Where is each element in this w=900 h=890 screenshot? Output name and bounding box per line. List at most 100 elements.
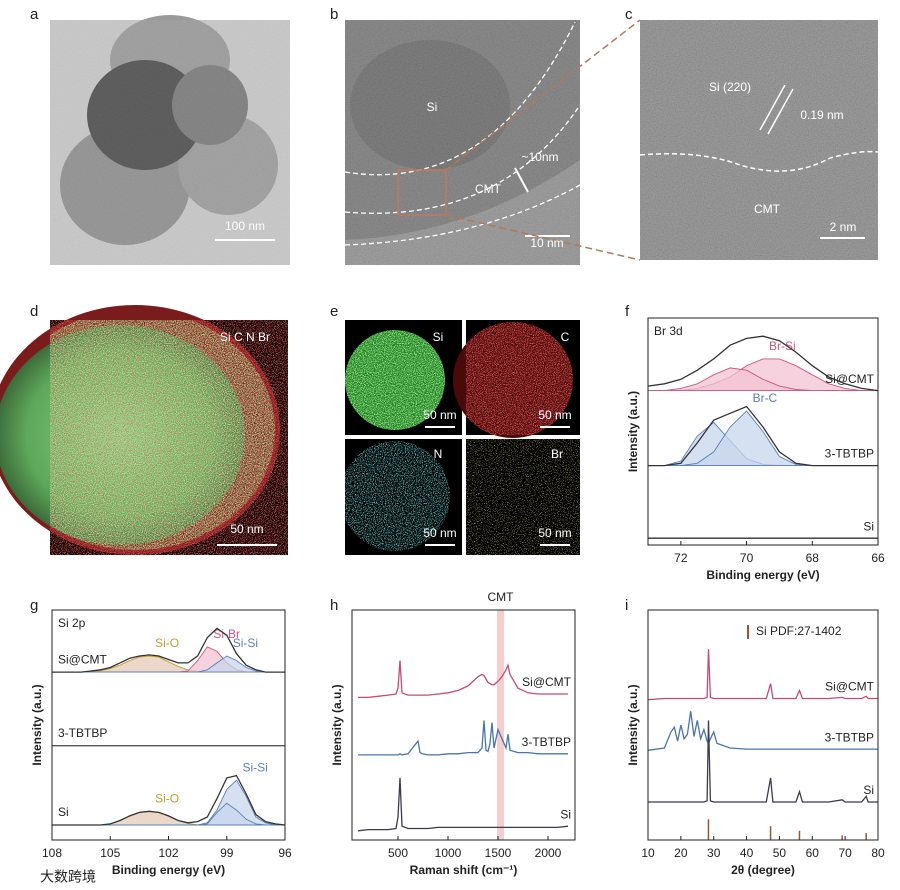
eds-map-d: [0, 305, 288, 555]
component-label: Si-O: [155, 791, 179, 805]
x-tick-label: 68: [806, 551, 820, 565]
image-annotation: C: [561, 330, 570, 344]
component-peak: [648, 367, 878, 392]
image-annotation: 50 nm: [423, 408, 456, 422]
x-tick-label: 50: [773, 846, 787, 860]
x-tick-label: 20: [674, 846, 688, 860]
panel-label: d: [30, 303, 38, 320]
grain: [345, 20, 580, 265]
spectrum: [357, 777, 569, 832]
x-tick-label: 60: [806, 846, 820, 860]
image-annotation: 0.19 nm: [800, 108, 843, 122]
grain: [50, 20, 290, 265]
x-tick-label: 500: [388, 846, 408, 860]
image-annotation: 50 nm: [538, 526, 571, 540]
component-label: Br-C: [753, 391, 778, 405]
spectrum: [358, 660, 568, 699]
map-noise: [50, 320, 275, 550]
series-label: Si@CMT: [825, 372, 875, 386]
spectrum: [647, 335, 879, 392]
x-tick-label: 70: [838, 846, 852, 860]
eds-map-e: [345, 320, 580, 555]
component-peak: [52, 655, 285, 673]
annotation: Br 3d: [654, 324, 683, 338]
image-annotation: ~10nm: [521, 150, 558, 164]
x-tick-label: 2000: [535, 846, 562, 860]
arrow: [514, 167, 529, 193]
x-tick-label: 66: [871, 551, 885, 565]
tem-image-a: [50, 15, 290, 265]
series-label: Si@CMT: [58, 652, 108, 666]
watermark: 大数跨境: [40, 869, 96, 885]
component-label: Si-O: [155, 636, 179, 650]
spectrum: [52, 627, 285, 673]
x-tick-label: 105: [100, 846, 120, 860]
image-annotation: Si: [427, 100, 438, 114]
y-axis-label: Intensity (a.u.): [30, 684, 44, 765]
plot-frame: [647, 317, 879, 546]
x-tick-label: 70: [740, 551, 754, 565]
series-label: 3-TBTBP: [825, 447, 874, 461]
spectrum: [647, 649, 878, 701]
map-noise: [466, 322, 573, 435]
lattice-line: [759, 84, 786, 131]
x-tick-label: 1500: [485, 846, 512, 860]
boundary: [639, 150, 879, 172]
x-tick-label: 99: [220, 846, 234, 860]
x-tick-label: 10: [641, 846, 655, 860]
spectrum: [358, 720, 568, 756]
image-annotation: Br: [551, 447, 563, 461]
image-annotation: 50 nm: [538, 408, 571, 422]
y-axis-label: Intensity (a.u.): [626, 684, 640, 765]
image-annotation: Si (220): [709, 80, 751, 94]
map-noise: [345, 441, 450, 551]
plot-frame: [351, 609, 576, 841]
x-tick-label: 40: [740, 846, 754, 860]
plot-frame: [647, 609, 879, 841]
x-tick-label: 96: [278, 846, 292, 860]
series-label: Si: [863, 783, 874, 797]
x-axis-label: 2θ (degree): [731, 863, 795, 877]
x-axis-label: Binding energy (eV): [706, 568, 819, 582]
hrtem-image-c: [639, 20, 879, 260]
x-tick-label: 108: [42, 846, 62, 860]
spectrum: [648, 405, 878, 467]
y-axis-label: Intensity (a.u.): [626, 391, 640, 472]
panel-label: b: [330, 6, 338, 23]
image-annotation: CMT: [475, 182, 502, 196]
x-tick-label: 30: [707, 846, 721, 860]
boundary: [344, 184, 581, 246]
y-axis-label: Intensity (a.u.): [330, 684, 344, 765]
panel-label: f: [625, 303, 630, 320]
map-noise: [345, 330, 445, 430]
spectrum: [52, 774, 286, 826]
image-annotation: 50 nm: [423, 526, 456, 540]
image-annotation: 50 nm: [230, 522, 263, 536]
x-tick-label: 72: [674, 551, 688, 565]
series-label: Si: [560, 807, 571, 821]
annotation: Si 2p: [58, 616, 86, 630]
boundary: [344, 104, 581, 214]
hrtem-image-b: [344, 20, 581, 265]
series-label: Si@CMT: [522, 675, 572, 689]
x-tick-label: 1000: [435, 846, 462, 860]
series-label: Si@CMT: [825, 680, 875, 694]
zoom-line: [445, 214, 641, 261]
x-tick-label: 80: [871, 846, 885, 860]
component-label: Si-Si: [242, 760, 267, 774]
panel-label: h: [330, 597, 338, 614]
spectrum: [647, 711, 878, 751]
lattice-line: [767, 88, 794, 135]
image-annotation: Si: [433, 330, 444, 344]
series-label: 3-TBTBP: [58, 726, 107, 740]
series-label: Si: [58, 805, 69, 819]
component-label: Si-Si: [233, 636, 258, 650]
x-tick-label: 102: [158, 846, 178, 860]
image-annotation: CMT: [754, 202, 781, 216]
image-annotation: Si C N Br: [220, 330, 270, 344]
image-annotation: 10 nm: [530, 236, 563, 250]
panel-label: i: [625, 597, 628, 614]
map-noise: [466, 439, 580, 555]
